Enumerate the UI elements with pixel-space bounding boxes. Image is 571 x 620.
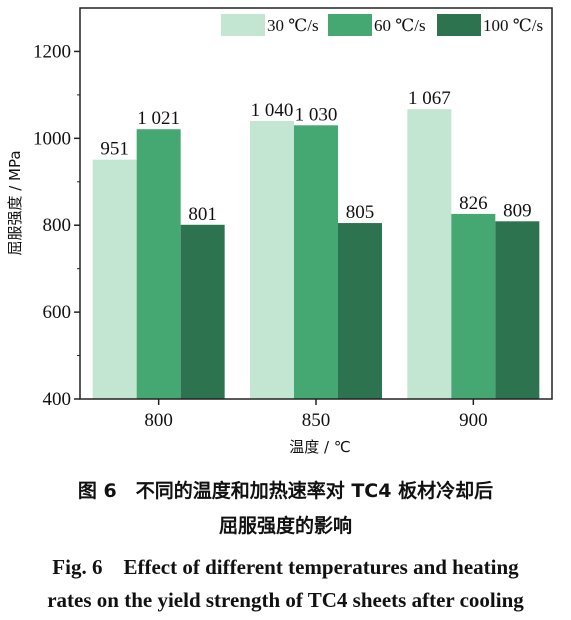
bar xyxy=(92,159,137,399)
bar xyxy=(294,125,338,400)
x-tick-label: 850 xyxy=(302,410,331,431)
data-label: 951 xyxy=(100,139,129,160)
data-label: 801 xyxy=(188,204,217,225)
data-label: 1 030 xyxy=(295,104,338,125)
bar xyxy=(495,221,540,399)
y-axis-title: 屈服强度 / MPa xyxy=(6,150,24,255)
y-tick-label: 400 xyxy=(43,389,72,410)
data-label: 1 021 xyxy=(137,108,180,129)
y-axis: 400 600 800 1000 1200 xyxy=(33,41,80,410)
legend-label: 100 ℃/s xyxy=(483,16,543,35)
legend-swatch xyxy=(221,14,265,36)
x-axis: 800 850 900 xyxy=(144,399,488,431)
bars-layer xyxy=(92,109,540,400)
y-tick-label: 1200 xyxy=(33,41,71,62)
data-labels-layer: 951 1 021 801 1 040 1 030 805 1 067 826 809 xyxy=(100,88,531,225)
y-tick-label: 1000 xyxy=(33,128,71,149)
figure-caption-cn-line1: 图 6 不同的温度和加热速率对 TC4 板材冷却后 xyxy=(77,480,494,502)
data-label: 805 xyxy=(346,202,375,223)
bar-chart: 951 1 021 801 1 040 1 030 805 1 067 826 809 400 6… xyxy=(6,7,553,456)
bar xyxy=(407,109,452,399)
figure-caption-cn-line2: 屈服强度的影响 xyxy=(218,515,352,537)
bar xyxy=(338,223,382,399)
y-tick-label: 600 xyxy=(43,302,72,323)
legend-label: 30 ℃/s xyxy=(267,16,319,35)
bar xyxy=(250,120,294,399)
data-label: 1 067 xyxy=(408,88,451,109)
data-label: 826 xyxy=(459,193,488,214)
x-axis-title: 温度 / ℃ xyxy=(289,438,350,456)
figure-caption-en-line2: rates on the yield strength of TC4 sheet… xyxy=(47,588,524,612)
data-label: 809 xyxy=(503,200,532,221)
legend-swatch xyxy=(328,14,372,36)
x-tick-label: 800 xyxy=(144,410,173,431)
bar xyxy=(180,224,225,399)
legend-swatch xyxy=(437,14,481,36)
legend: 30 ℃/s 60 ℃/s 100 ℃/s xyxy=(221,14,543,36)
bar xyxy=(451,213,496,399)
x-tick-label: 900 xyxy=(459,410,488,431)
figure-caption-en-line1: Fig. 6 Effect of different temperatures … xyxy=(52,555,519,579)
data-label: 1 040 xyxy=(251,100,294,121)
y-tick-label: 800 xyxy=(43,215,72,236)
bar xyxy=(136,129,181,399)
legend-label: 60 ℃/s xyxy=(374,16,426,35)
